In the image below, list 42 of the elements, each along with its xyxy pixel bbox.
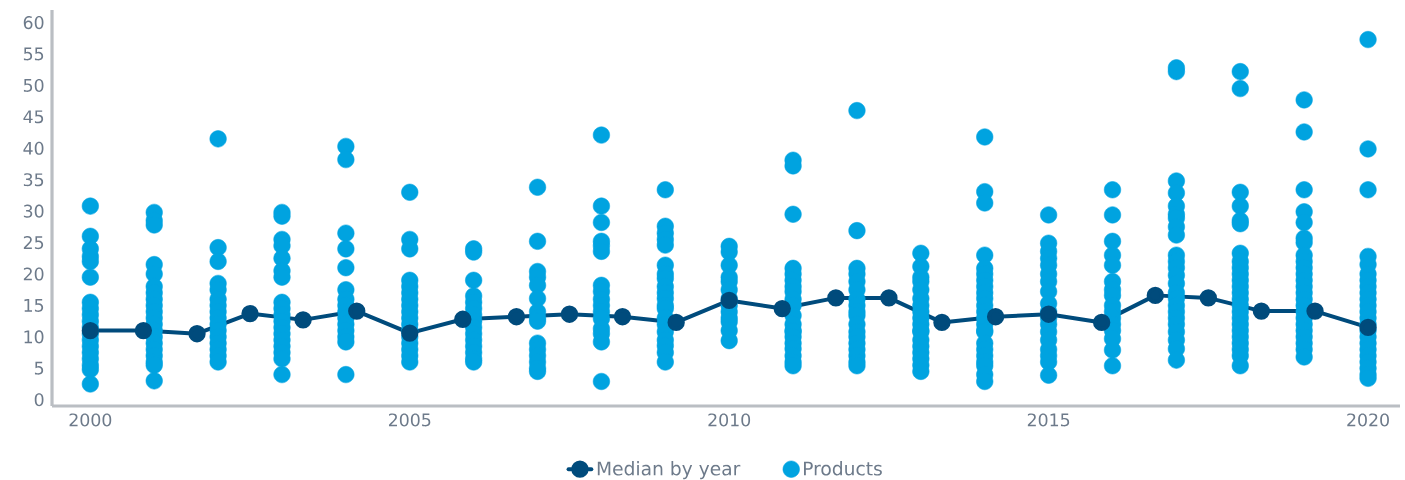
legend-label: Median by year (597, 461, 741, 480)
y-tick-label: 40 (23, 141, 44, 155)
point (560, 305, 579, 323)
x-tick-label: 2010 (708, 413, 751, 427)
point (1199, 289, 1217, 307)
point (827, 289, 845, 307)
point (507, 308, 526, 326)
point (294, 311, 312, 329)
point (454, 310, 472, 328)
point (933, 313, 951, 332)
point (241, 304, 259, 323)
y-tick-label: 60 (23, 16, 44, 30)
point (134, 321, 153, 340)
point (773, 299, 791, 318)
y-tick-label: 20 (23, 267, 44, 281)
point (348, 302, 366, 320)
x-tick-label: 2015 (1027, 413, 1070, 427)
point (986, 308, 1005, 326)
point (81, 321, 100, 340)
point (188, 325, 206, 343)
point (1092, 313, 1111, 332)
y-tick-label: 15 (24, 299, 44, 312)
point (880, 289, 898, 307)
x-tick-label: 2020 (1347, 413, 1389, 427)
y-tick-label: 45 (23, 110, 44, 124)
y-tick-label: 5 (34, 361, 44, 375)
x-tick-label: 2000 (69, 413, 112, 427)
point (1146, 286, 1164, 305)
y-tick-label: 25 (23, 236, 44, 250)
y-tick-label: 55 (23, 47, 44, 61)
point (1359, 318, 1377, 337)
legend-label: Products (804, 461, 882, 476)
point (667, 313, 685, 332)
y-tick-label: 30 (23, 204, 44, 218)
point (613, 308, 632, 326)
point (1252, 302, 1271, 320)
point (1306, 302, 1324, 320)
y-tick-label: 50 (23, 78, 44, 92)
y-tick-label: 10 (24, 330, 44, 344)
y-tick-label: 35 (23, 173, 44, 187)
y-tick-label: 0 (34, 393, 44, 407)
x-tick-label: 2005 (388, 413, 431, 427)
